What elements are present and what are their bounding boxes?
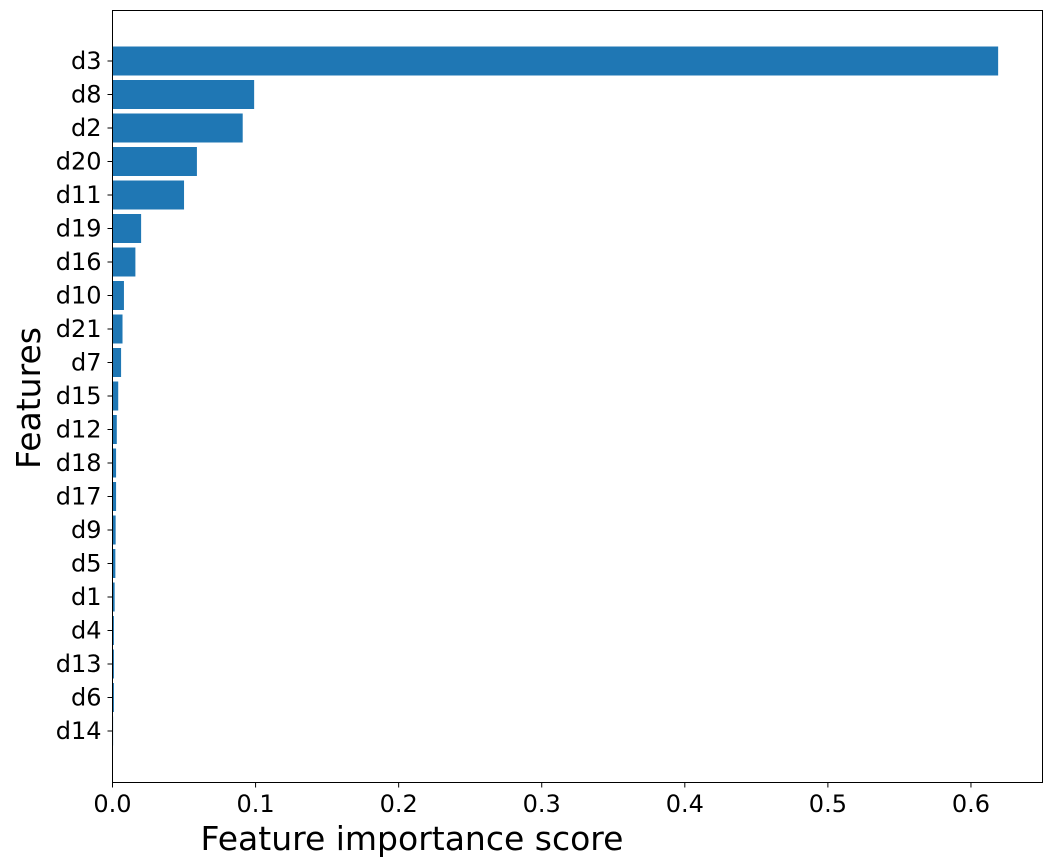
bar-d19 (112, 214, 142, 243)
y-axis-title: Features (9, 327, 48, 469)
y-tick-label: d17 (56, 483, 102, 511)
x-tick-label: 0.6 (952, 790, 990, 818)
bar-d11 (112, 180, 185, 210)
y-tick-label: d6 (71, 684, 102, 712)
bar-d1 (112, 582, 115, 612)
plot-frame (112, 10, 1043, 783)
bar-d10 (112, 281, 124, 310)
bar-d9 (112, 515, 116, 545)
bar-d2 (112, 113, 243, 143)
bar-d12 (112, 415, 117, 444)
bar-d5 (112, 549, 116, 578)
y-tick-label: d4 (71, 617, 102, 645)
bar-d21 (112, 314, 123, 344)
y-tick-label: d16 (56, 248, 102, 276)
bar-d13 (112, 649, 114, 679)
bar-d7 (112, 348, 122, 377)
y-tick-label: d8 (71, 81, 102, 109)
x-tick-label: 0.5 (809, 790, 847, 818)
bar-d18 (112, 448, 117, 478)
x-tick-label: 0.4 (666, 790, 704, 818)
y-tick-label: d2 (71, 114, 102, 142)
x-tick-label: 0.1 (236, 790, 274, 818)
bar-d15 (112, 381, 119, 411)
x-tick-label: 0.2 (380, 790, 418, 818)
y-axis-ticks: d3 d8 d2 d20 d11 d19 d16 d10 d21 d7 d15 d12 d18 d17 d9… (56, 47, 113, 745)
y-tick-label: d13 (56, 650, 102, 678)
bars-group (112, 46, 999, 746)
y-tick-label: d12 (56, 416, 102, 444)
y-tick-label: d14 (56, 717, 102, 745)
y-tick-label: d5 (71, 550, 102, 578)
y-tick-label: d20 (56, 148, 102, 176)
x-axis-ticks: 0.0 0.1 0.2 0.3 0.4 0.5 0.6 (93, 782, 990, 818)
y-tick-label: d21 (56, 315, 102, 343)
bar-d3 (112, 46, 999, 76)
y-tick-label: d10 (56, 282, 102, 310)
bar-d16 (112, 247, 136, 277)
y-tick-label: d3 (71, 47, 102, 75)
x-tick-label: 0.0 (93, 790, 131, 818)
y-tick-label: d19 (56, 215, 102, 243)
y-tick-label: d18 (56, 449, 102, 477)
bar-d20 (112, 147, 197, 176)
y-tick-label: d15 (56, 382, 102, 410)
bar-d17 (112, 482, 117, 511)
x-axis-title: Feature importance score (201, 819, 624, 858)
bar-d8 (112, 80, 255, 109)
y-tick-label: d1 (71, 583, 102, 611)
y-tick-label: d11 (56, 181, 102, 209)
bar-d4 (112, 616, 114, 645)
bar-d6 (112, 683, 114, 712)
x-tick-label: 0.3 (523, 790, 561, 818)
y-tick-label: d7 (71, 349, 102, 377)
y-tick-label: d9 (71, 516, 102, 544)
